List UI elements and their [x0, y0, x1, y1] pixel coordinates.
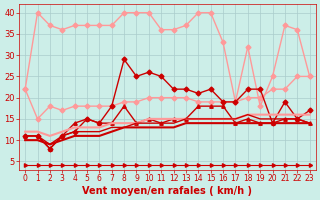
X-axis label: Vent moyen/en rafales ( km/h ): Vent moyen/en rafales ( km/h ) [82, 186, 252, 196]
